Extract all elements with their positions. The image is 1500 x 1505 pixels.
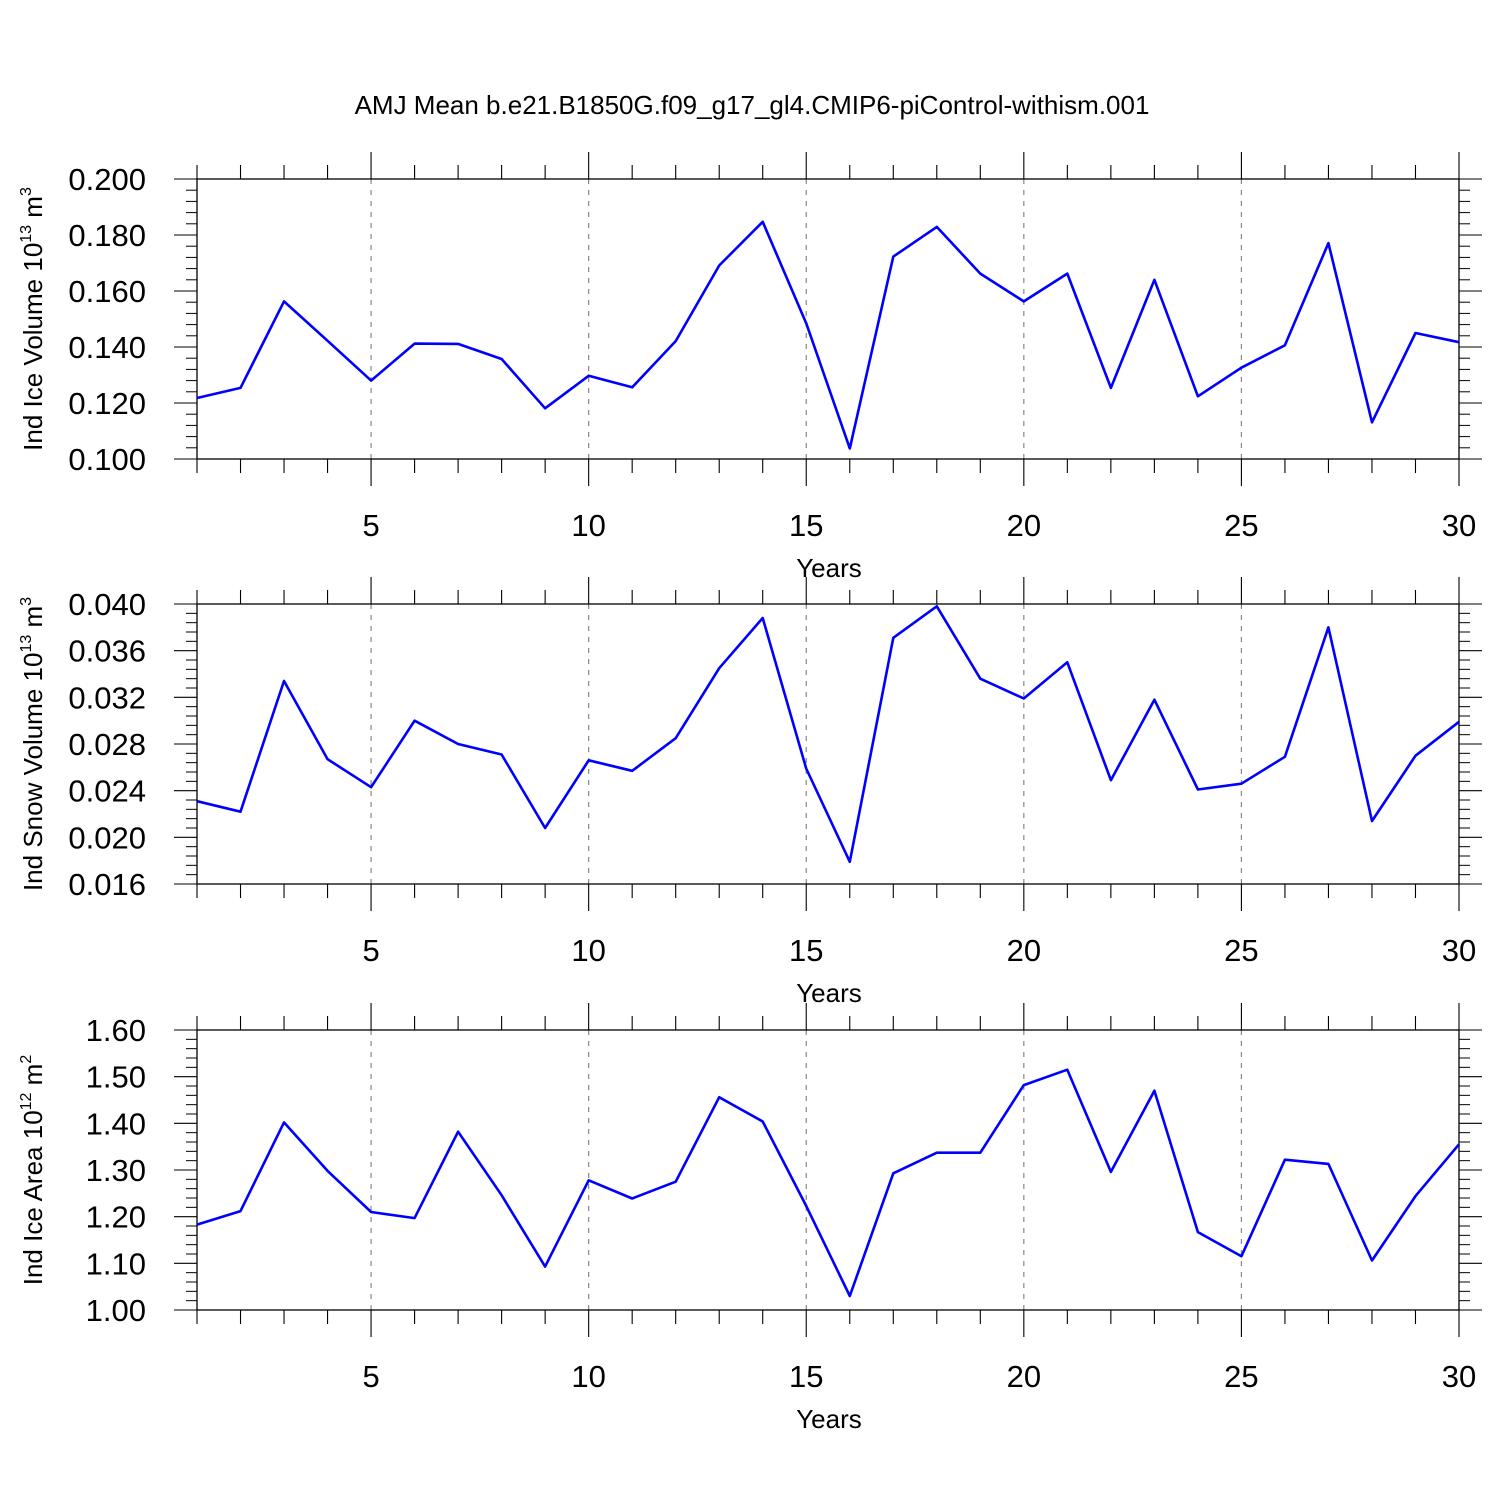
y-axis-title: Ind Snow Volume 1013 m3 — [18, 597, 48, 891]
x-tick-label: 25 — [1224, 933, 1258, 968]
x-tick-label: 30 — [1442, 933, 1476, 968]
plot-frame — [197, 179, 1459, 459]
x-tick-label: 5 — [362, 933, 379, 968]
x-tick-label: 10 — [571, 933, 605, 968]
plot-frame — [197, 1030, 1459, 1310]
y-axis-title: Ind Ice Volume 1013 m3 — [18, 187, 48, 451]
x-tick-label: 25 — [1224, 1359, 1258, 1394]
y-tick-label: 0.024 — [68, 774, 146, 809]
y-tick-label: 1.20 — [86, 1200, 146, 1235]
y-tick-label: 1.40 — [86, 1106, 146, 1141]
y-tick-label: 0.016 — [68, 867, 146, 902]
y-tick-label: 0.200 — [68, 162, 146, 197]
figure-title: AMJ Mean b.e21.B1850G.f09_g17_gl4.CMIP6-… — [355, 90, 1150, 120]
x-tick-label: 5 — [362, 1359, 379, 1394]
y-tick-label: 0.160 — [68, 274, 146, 309]
x-tick-label: 30 — [1442, 508, 1476, 543]
x-axis-title: Years — [796, 1404, 862, 1434]
y-tick-label: 0.020 — [68, 820, 146, 855]
series-line — [197, 222, 1459, 449]
x-tick-label: 20 — [1007, 1359, 1041, 1394]
series-line — [197, 606, 1459, 862]
y-tick-label: 1.60 — [86, 1013, 146, 1048]
chart-panel-3: 5 10 15 20 25 30 1.00 1.10 1.20 1.30 1.40 1.50 1.60 Y… — [18, 1003, 1482, 1434]
plot-frame — [197, 604, 1459, 884]
y-tick-label: 1.00 — [86, 1293, 146, 1328]
y-axis-title: Ind Ice Area 1012 m2 — [18, 1055, 48, 1286]
x-tick-label: 15 — [789, 508, 823, 543]
series-line — [197, 1070, 1459, 1296]
y-tick-label: 0.120 — [68, 386, 146, 421]
x-tick-label: 10 — [571, 1359, 605, 1394]
x-tick-label: 20 — [1007, 933, 1041, 968]
y-tick-label: 0.180 — [68, 218, 146, 253]
y-tick-label: 0.040 — [68, 587, 146, 622]
x-tick-label: 15 — [789, 1359, 823, 1394]
x-tick-label: 30 — [1442, 1359, 1476, 1394]
chart-panel-2: 5 10 15 20 25 30 0.016 0.020 0.024 0.028 0.032 0.03… — [18, 577, 1482, 1008]
y-tick-label: 0.028 — [68, 727, 146, 762]
x-tick-label: 20 — [1007, 508, 1041, 543]
y-tick-label: 1.10 — [86, 1246, 146, 1281]
y-tick-label: 1.50 — [86, 1060, 146, 1095]
x-tick-label: 15 — [789, 933, 823, 968]
y-tick-label: 0.036 — [68, 634, 146, 669]
x-tick-label: 5 — [362, 508, 379, 543]
y-tick-label: 1.30 — [86, 1153, 146, 1188]
x-tick-label: 25 — [1224, 508, 1258, 543]
chart-panel-1: 5 10 15 20 25 30 0.100 0.120 0.140 0.160 0.180 0.20… — [18, 152, 1482, 583]
x-tick-label: 10 — [571, 508, 605, 543]
y-tick-label: 0.032 — [68, 680, 146, 715]
y-tick-label: 0.100 — [68, 442, 146, 477]
y-tick-label: 0.140 — [68, 330, 146, 365]
